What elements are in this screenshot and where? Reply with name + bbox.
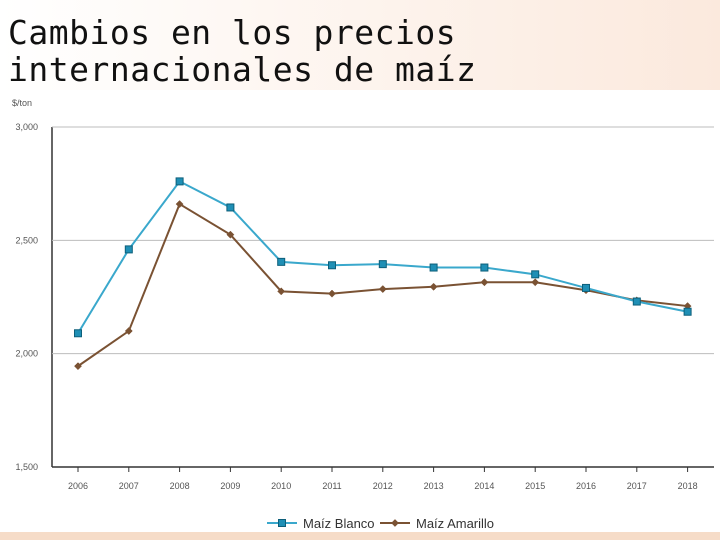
x-tick-label: 2014 <box>474 481 494 491</box>
data-point-maiz-blanco <box>226 203 235 212</box>
x-tick-label: 2017 <box>627 481 647 491</box>
data-point-maiz-blanco <box>124 245 133 254</box>
data-point-maiz-blanco <box>328 261 336 270</box>
data-point-maiz-amarillo <box>328 289 336 298</box>
grid-lines <box>51 126 714 468</box>
y-unit-label: $/ton <box>12 98 32 108</box>
data-point-maiz-amarillo <box>531 278 540 287</box>
series-group <box>74 177 692 371</box>
data-point-maiz-blanco <box>632 297 641 306</box>
y-tick-label: 3,000 <box>15 122 38 132</box>
bottom-strip <box>0 532 720 540</box>
y-tick-labels: 1,500 2,000 2,500 3,000 <box>15 122 38 472</box>
x-tick-label: 2013 <box>424 481 444 491</box>
x-tick-labels: 2006 2007 2008 2009 2010 2011 2012 2013 2014 2015… <box>68 467 698 491</box>
legend-label-maiz-amarillo: Maíz Amarillo <box>416 516 494 531</box>
page-title: Cambios en los precios internacionales d… <box>8 13 477 89</box>
title-band <box>0 0 720 90</box>
x-tick-label: 2011 <box>322 481 341 491</box>
legend-swatch-marker-maiz-amarillo <box>391 519 399 527</box>
x-tick-label: 2016 <box>576 481 596 491</box>
x-tick-label: 2015 <box>525 481 545 491</box>
y-tick-label: 2,000 <box>15 349 38 359</box>
x-tick-label: 2018 <box>678 481 698 491</box>
x-tick-label: 2008 <box>170 481 190 491</box>
data-point-maiz-blanco <box>175 177 184 186</box>
data-point-maiz-blanco <box>378 260 387 269</box>
data-point-maiz-amarillo <box>74 362 82 371</box>
data-point-maiz-amarillo <box>429 282 438 291</box>
y-tick-label: 2,500 <box>15 235 38 245</box>
data-point-maiz-blanco <box>683 307 692 316</box>
data-point-maiz-blanco <box>74 329 82 338</box>
x-tick-label: 2012 <box>373 481 393 491</box>
series-line-maiz-amarillo <box>77 202 688 367</box>
data-point-maiz-amarillo <box>124 327 133 335</box>
legend-swatch-marker-maiz-blanco <box>278 519 286 527</box>
x-tick-label: 2010 <box>271 481 291 491</box>
data-point-maiz-blanco <box>277 257 286 266</box>
data-point-maiz-blanco <box>480 263 489 272</box>
data-point-maiz-amarillo <box>277 287 286 296</box>
data-point-maiz-blanco <box>531 270 540 279</box>
y-tick-label: 1,500 <box>15 462 38 472</box>
x-tick-label: 2009 <box>220 481 240 491</box>
data-point-maiz-amarillo <box>480 278 489 287</box>
data-point-maiz-amarillo <box>378 285 387 294</box>
data-point-maiz-amarillo <box>226 230 235 239</box>
x-tick-label: 2006 <box>68 481 88 491</box>
data-point-maiz-amarillo <box>175 200 184 209</box>
data-point-maiz-blanco <box>582 283 590 292</box>
data-point-maiz-blanco <box>429 263 438 272</box>
series-line-maiz-blanco <box>77 180 688 334</box>
legend: Maíz Blanco Maíz Amarillo <box>267 516 494 531</box>
x-tick-label: 2007 <box>119 481 139 491</box>
legend-label-maiz-blanco: Maíz Blanco <box>303 516 375 531</box>
